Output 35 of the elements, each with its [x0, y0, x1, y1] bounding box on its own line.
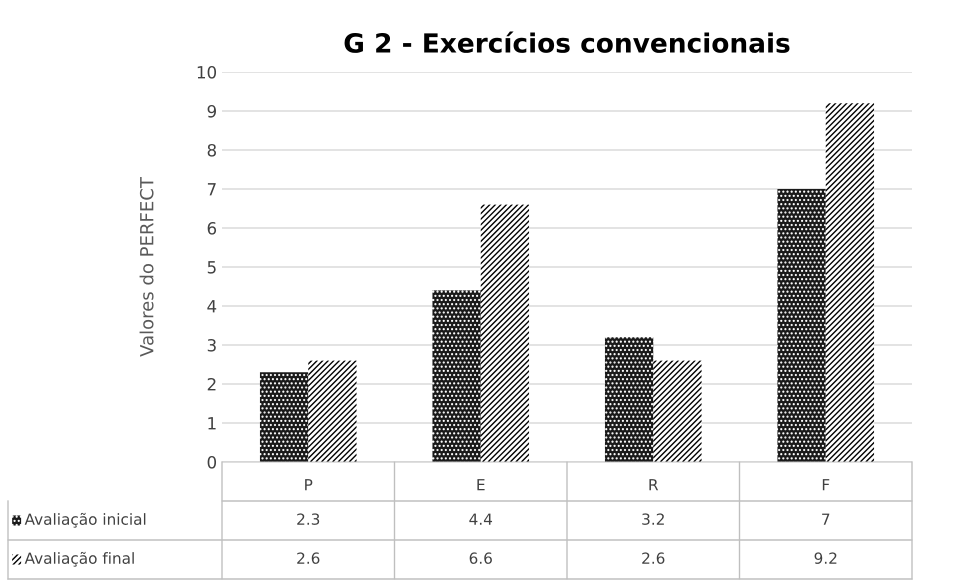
y-tick-label: 5	[208, 261, 216, 274]
data-label: 2.6	[642, 552, 664, 564]
chart-title: G 2 - Exercícios convencionais	[344, 31, 790, 53]
bar	[308, 360, 357, 462]
y-axis-title: Valores do PERFECT	[140, 177, 154, 357]
bar	[826, 103, 874, 462]
data-label: 6.6	[470, 552, 492, 564]
x-tick-label: E	[477, 479, 485, 490]
y-tick-label: 3	[208, 338, 216, 352]
data-label: 4.4	[469, 514, 492, 525]
x-tick-label: F	[822, 479, 830, 490]
bar	[777, 189, 826, 462]
data-label: 7	[822, 514, 830, 525]
data-label: 3.2	[642, 513, 664, 525]
y-tick-label: 8	[208, 144, 216, 157]
bar	[432, 290, 481, 462]
data-label: 2.3	[297, 513, 320, 525]
y-tick-label: 6	[208, 222, 216, 235]
y-tick-label: 2	[208, 378, 216, 390]
bar	[604, 337, 654, 462]
y-tick-label: 7	[208, 183, 216, 196]
y-tick-label: 9	[208, 104, 216, 118]
legend-label: Avaliação inicial	[24, 512, 146, 528]
y-tick-label: 1	[208, 417, 216, 430]
data-label: 9.2	[814, 552, 836, 564]
x-tick-label: R	[649, 479, 658, 490]
y-tick-label: 0	[208, 456, 216, 469]
bar	[653, 360, 702, 462]
bar	[260, 372, 308, 462]
x-tick-label: P	[305, 479, 312, 490]
data-label: 2.6	[297, 552, 320, 564]
legend-label: Avaliação final	[24, 552, 134, 567]
bar	[480, 204, 530, 462]
y-tick-label: 4	[207, 300, 216, 312]
y-tick-label: 10	[198, 66, 216, 79]
